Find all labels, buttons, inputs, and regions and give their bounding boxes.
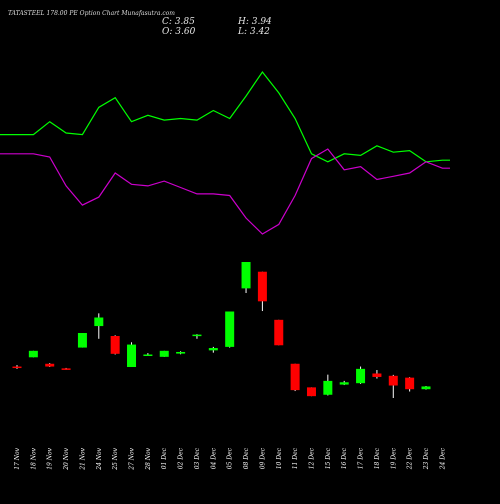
candle-body (257, 271, 267, 302)
x-tick-label: 23 Dec (423, 447, 430, 470)
candle-3 (45, 363, 55, 368)
candle-body (176, 351, 186, 354)
x-tick-label: 20 Nov (63, 447, 70, 470)
x-tick-label: 18 Dec (374, 447, 381, 469)
candle-21 (339, 380, 349, 386)
candle-4 (61, 367, 71, 370)
chart-title: TATASTEEL 178.00 PE Option Chart Munafas… (8, 10, 175, 17)
candle-25 (405, 377, 415, 392)
x-tick-label: 27 Nov (129, 447, 136, 470)
candle-26 (421, 385, 431, 390)
candlesticks (12, 262, 431, 398)
candle-1 (12, 365, 22, 369)
candle-body (405, 377, 415, 390)
x-tick-label: 08 Dec (243, 447, 250, 469)
candle-7 (110, 335, 120, 355)
x-tick-label: 17 Nov (14, 447, 21, 469)
candle-16 (257, 271, 267, 312)
candle-23 (372, 370, 382, 379)
x-tick-label: 16 Dec (341, 447, 348, 469)
candle-body (225, 311, 235, 347)
candle-body (12, 366, 22, 369)
x-tick-label: 15 Dec (325, 447, 332, 469)
candle-15 (241, 262, 251, 293)
candle-body (127, 344, 137, 368)
x-tick-label: 24 Nov (96, 447, 103, 470)
x-tick-label: 09 Dec (259, 447, 266, 469)
candle-10 (159, 350, 169, 357)
x-tick-label: 05 Dec (227, 447, 234, 469)
x-tick-label: 04 Dec (210, 447, 217, 469)
candle-2 (28, 350, 38, 358)
candle-11 (176, 351, 186, 355)
candle-body (143, 354, 153, 357)
candle-body (372, 373, 382, 377)
candle-body (77, 333, 87, 348)
candle-13 (208, 346, 218, 353)
x-tick-label: 19 Dec (390, 447, 397, 469)
candle-body (356, 368, 366, 384)
open-value: O: 3.60 (162, 27, 196, 37)
x-tick-label: 02 Dec (178, 447, 185, 469)
candle-12 (192, 334, 202, 339)
x-tick-label: 25 Nov (112, 447, 119, 470)
high-value: H: 3.94 (238, 17, 272, 27)
x-tick-label: 24 Dec (439, 447, 446, 470)
x-tick-label: 01 Dec (161, 447, 168, 469)
x-tick-label: 22 Dec (407, 447, 414, 470)
candle-body (110, 336, 120, 354)
candle-9 (143, 353, 153, 357)
candle-24 (388, 374, 398, 398)
candle-body (323, 380, 333, 395)
candle-6 (94, 313, 104, 339)
candle-body (306, 387, 316, 397)
x-axis-labels: 17 Nov 18 Nov 19 Nov 20 Nov 21 Nov 24 Nov 25 N… (14, 447, 446, 470)
indicator-lines (0, 70, 450, 235)
candle-20 (323, 374, 333, 396)
candle-body (28, 350, 38, 358)
candle-body (339, 382, 349, 385)
candle-body (61, 368, 71, 370)
x-tick-label: 12 Dec (308, 447, 315, 469)
indicator-line-2 (0, 148, 450, 235)
candle-22 (356, 366, 366, 384)
candle-17 (274, 319, 284, 346)
candle-8 (127, 342, 137, 368)
candle-body (290, 363, 300, 391)
x-tick-label: 19 Nov (47, 447, 54, 469)
candle-19 (306, 387, 316, 397)
indicator-line-1 (0, 70, 450, 163)
candle-body (388, 375, 398, 386)
low-value: L: 3.42 (238, 27, 270, 37)
candle-body (192, 334, 202, 337)
x-tick-label: 10 Dec (276, 447, 283, 469)
x-tick-label: 21 Nov (79, 447, 86, 470)
candle-body (208, 348, 218, 351)
candle-body (94, 317, 104, 327)
candle-body (241, 262, 251, 289)
candle-14 (225, 311, 235, 348)
candle-body (45, 363, 55, 367)
candle-18 (290, 363, 300, 392)
x-tick-label: 03 Dec (194, 447, 201, 469)
candle-body (159, 350, 169, 357)
close-value: C: 3.85 (162, 17, 195, 27)
candle-body (421, 386, 431, 390)
x-tick-label: 18 Nov (30, 447, 37, 469)
candle-5 (77, 333, 87, 348)
x-tick-label: 28 Nov (145, 447, 152, 470)
candle-body (274, 319, 284, 346)
x-tick-label: 11 Dec (292, 447, 299, 469)
x-tick-label: 17 Dec (358, 447, 365, 469)
